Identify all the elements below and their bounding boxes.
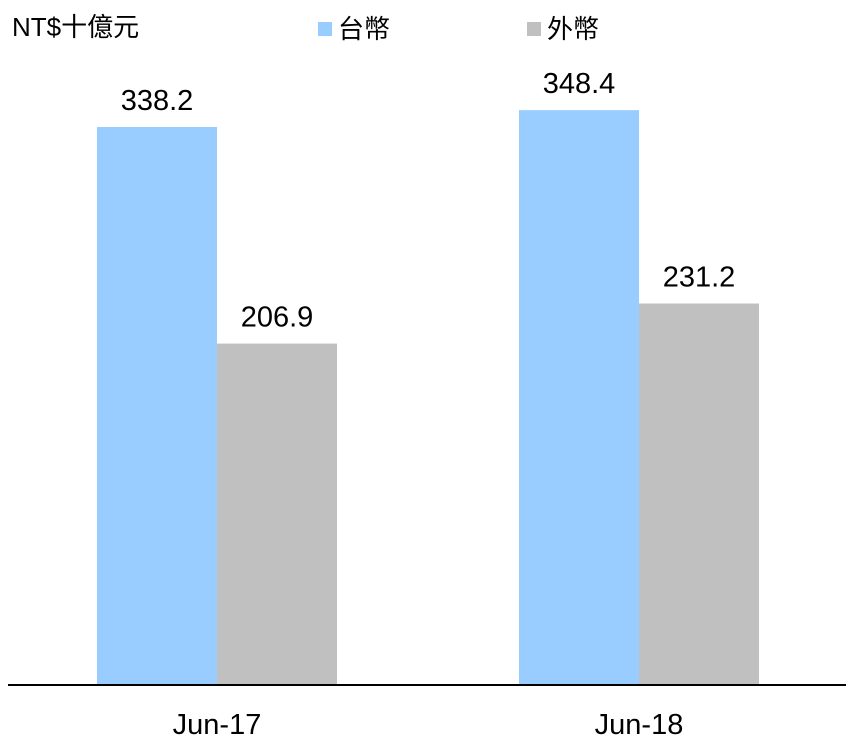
value-label-jun-17-series-0: 338.2	[121, 85, 194, 117]
category-label-jun-18: Jun-18	[595, 709, 684, 739]
legend-label-series-1: 外幣	[547, 14, 599, 44]
y-axis-unit-label: NT$十億元	[12, 12, 139, 42]
bars	[97, 110, 759, 686]
bar-jun-17-series-0	[97, 126, 217, 686]
value-label-jun-18-series-0: 348.4	[543, 68, 616, 100]
legend: 台幣 外幣	[318, 14, 599, 44]
legend-swatch-series-0	[318, 22, 332, 36]
value-label-jun-17-series-1: 206.9	[241, 302, 314, 334]
legend-swatch-series-1	[527, 22, 541, 36]
category-label-jun-17: Jun-17	[173, 709, 262, 739]
category-labels: Jun-17 Jun-18	[173, 709, 684, 741]
legend-label-series-0: 台幣	[338, 14, 390, 44]
value-labels: 338.2 206.9 348.4 231.2	[121, 68, 736, 333]
bar-jun-18-series-0	[519, 110, 639, 685]
value-label-jun-18-series-1: 231.2	[663, 262, 736, 294]
bar-jun-17-series-1	[217, 343, 337, 685]
bar-jun-18-series-1	[639, 303, 759, 685]
